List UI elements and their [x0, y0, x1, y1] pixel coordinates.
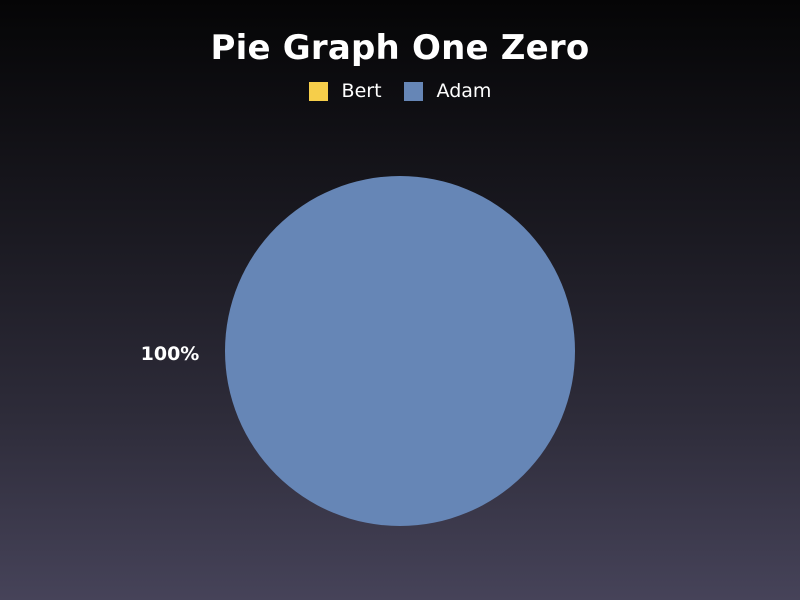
legend-label-bert: Bert	[341, 80, 382, 102]
legend-swatch-bert	[308, 81, 328, 101]
chart-title: Pie Graph One Zero	[210, 28, 590, 68]
pie-data-label-adam: 100%	[141, 343, 200, 365]
pie-slice-adam[interactable]	[225, 176, 575, 526]
legend: Bert Adam	[0, 80, 800, 102]
legend-label-adam: Adam	[436, 80, 492, 102]
legend-swatch-adam	[403, 81, 423, 101]
legend-item-adam[interactable]: Adam	[403, 80, 492, 102]
legend-item-bert[interactable]: Bert	[308, 80, 382, 102]
